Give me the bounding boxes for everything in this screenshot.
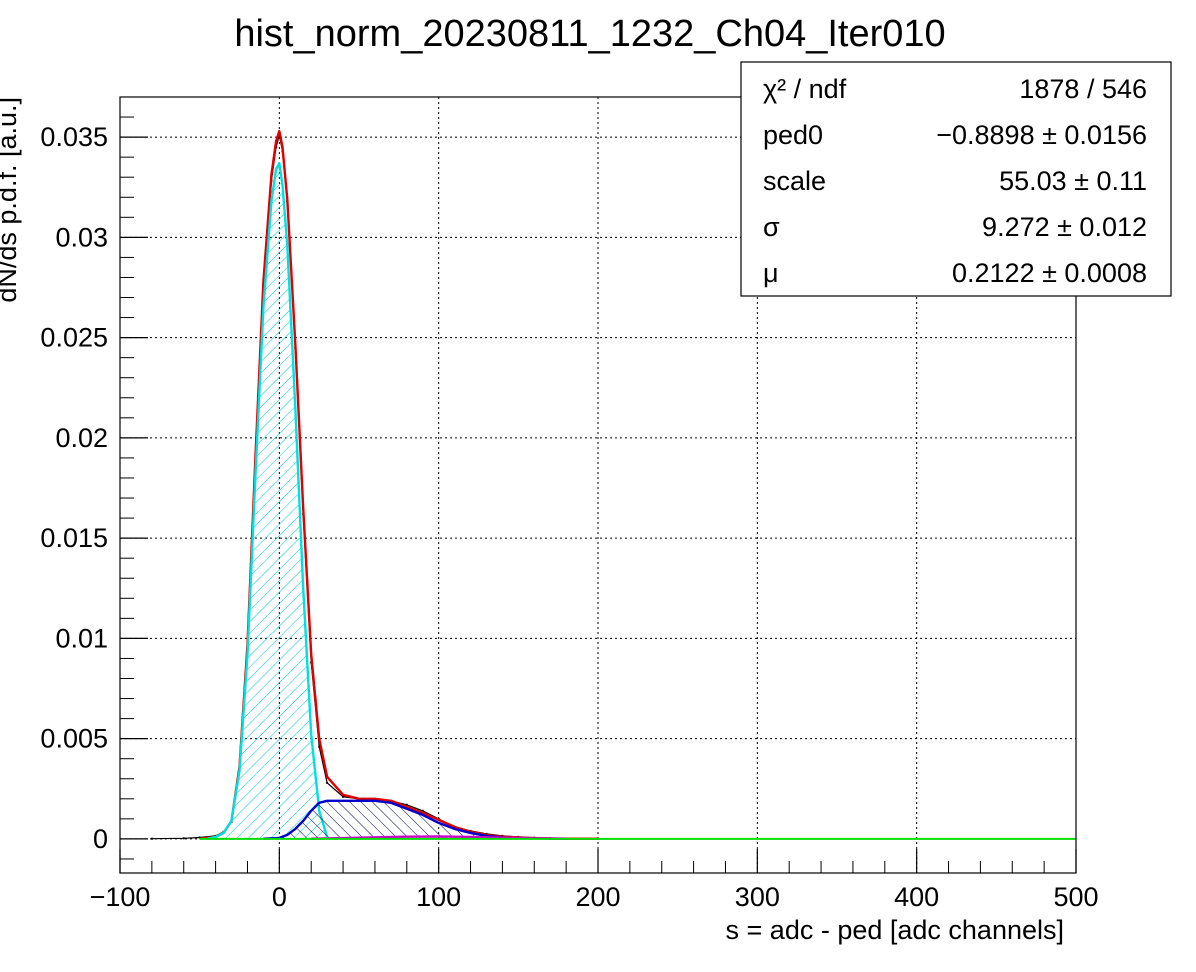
series-pedestal-component	[207, 162, 329, 840]
x-tick-label: 200	[575, 882, 620, 912]
histogram-point	[182, 837, 185, 840]
stats-label: ped0	[763, 120, 823, 150]
histogram-point	[405, 803, 408, 806]
y-tick-label: 0.01	[55, 623, 108, 653]
histogram-point	[150, 837, 153, 840]
stats-value: 0.2122 ± 0.0008	[952, 258, 1147, 288]
stats-value: −0.8898 ± 0.0156	[936, 120, 1147, 150]
y-tick-label: 0.03	[55, 222, 108, 252]
stats-box-frame	[740, 61, 1172, 297]
stats-box: χ² / ndf 1878 / 546 ped0 −0.8898 ± 0.0156 sc…	[740, 61, 1172, 297]
chart-title: hist_norm_20230811_1232_Ch04_Iter010	[234, 13, 945, 55]
x-tick-label: 400	[894, 882, 939, 912]
x-tick-label: 500	[1053, 882, 1098, 912]
axes: −100 0 100 200 300 400 500 0 0.005 0.01 0.015 0.02 0…	[40, 96, 1099, 912]
histogram-point	[421, 809, 424, 812]
y-tick-label: 0.025	[40, 323, 108, 353]
y-tick-label: 0.02	[55, 423, 108, 453]
plot-area	[150, 129, 1076, 840]
y-tick-label: 0.035	[40, 122, 108, 152]
y-axis-label: dN/ds p.d.f. [a.u.]	[0, 97, 22, 303]
stats-value: 55.03 ± 0.11	[999, 166, 1147, 196]
y-tick-label: 0	[93, 824, 108, 854]
series-histogram	[151, 134, 598, 840]
series-first-photoelectron-component	[263, 799, 519, 840]
x-tick-label: 100	[416, 882, 461, 912]
x-axis-label: s = adc - ped [adc channels]	[726, 915, 1064, 945]
x-tick-label: 0	[272, 882, 287, 912]
stats-label: χ² / ndf	[763, 74, 847, 104]
y-tick-label: 0.005	[40, 724, 108, 754]
x-tick-label: 300	[735, 882, 780, 912]
histogram-point	[326, 781, 329, 784]
series-pedestal-component-fill	[207, 163, 328, 839]
stats-label: μ	[763, 258, 779, 288]
stats-value: 9.272 ± 0.012	[982, 212, 1147, 242]
histogram-point	[342, 795, 345, 798]
y-tick-label: 0.015	[40, 523, 108, 553]
histogram-point	[318, 745, 321, 748]
x-tick-label: −100	[90, 882, 151, 912]
stats-label: scale	[763, 166, 826, 196]
stats-label: σ	[763, 212, 780, 242]
stats-value: 1878 / 546	[1019, 74, 1147, 104]
